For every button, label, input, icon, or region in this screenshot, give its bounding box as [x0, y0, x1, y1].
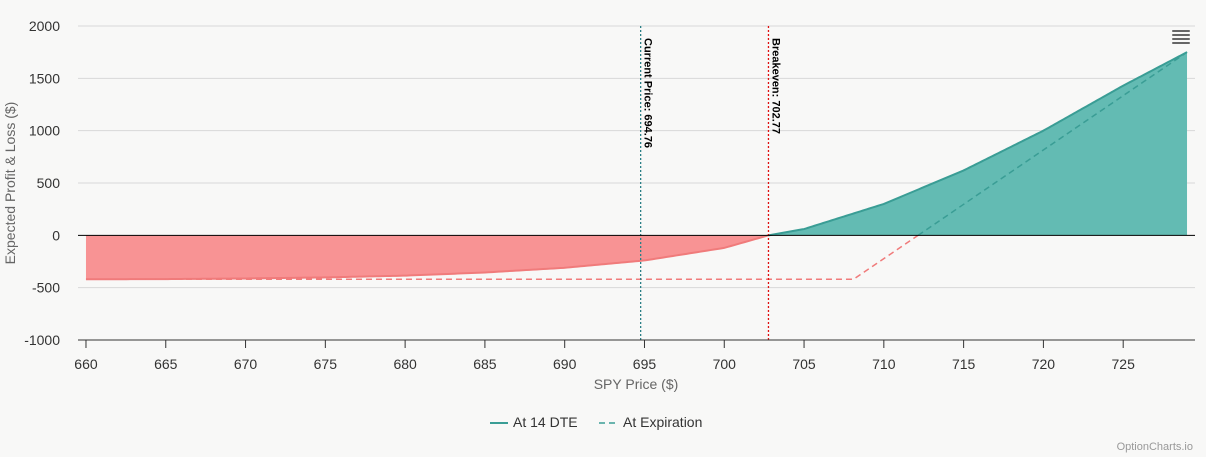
x-tick-label: 660 [74, 356, 98, 372]
x-tick-label: 690 [553, 356, 577, 372]
legend-item-at-expiration[interactable]: At Expiration [599, 414, 702, 430]
y-tick-labels: -1000 -500 0 500 1000 1500 2000 [24, 18, 60, 348]
series-at-expiration-profit-line [917, 51, 1188, 236]
y-tick-label: 2000 [29, 18, 60, 34]
x-tick-label: 695 [633, 356, 657, 372]
series-at-14-dte-profit-line [768, 51, 1188, 237]
legend-item-at-14-dte[interactable]: At 14 DTE [490, 414, 578, 430]
y-tick-label: -1000 [24, 332, 60, 348]
x-tick-label: 665 [154, 356, 178, 372]
breakeven-label: Breakeven: 702.77 [770, 38, 782, 134]
reference-lines: Current Price: 694.76 Breakeven: 702.77 [639, 26, 782, 340]
profit-area [768, 52, 1188, 236]
x-tick-label: 685 [473, 356, 497, 372]
hamburger-menu-icon[interactable] [1170, 29, 1192, 47]
x-tick-label: 710 [872, 356, 896, 372]
y-tick-label: 1000 [29, 123, 60, 139]
x-tick-label: 720 [1032, 356, 1056, 372]
y-tick-label: -500 [32, 280, 60, 296]
pnl-lines [85, 51, 1188, 281]
credit-link[interactable]: OptionCharts.io [1117, 441, 1193, 453]
y-tick-label: 500 [37, 175, 61, 191]
x-tick-label: 675 [314, 356, 338, 372]
legend: At 14 DTE At Expiration [490, 414, 702, 430]
y-axis-title: Expected Profit & Loss ($) [2, 102, 18, 265]
loss-area [85, 235, 769, 280]
y-tick-label: 0 [52, 227, 60, 243]
legend-label: At Expiration [623, 414, 702, 430]
x-tick-label: 715 [952, 356, 976, 372]
legend-label: At 14 DTE [513, 414, 578, 430]
x-tick-label: 680 [393, 356, 417, 372]
x-tick-label: 725 [1112, 356, 1136, 372]
y-tick-label: 1500 [29, 70, 60, 86]
axes [78, 234, 1195, 348]
x-tick-label: 705 [792, 356, 816, 372]
pnl-areas [85, 52, 1188, 280]
x-axis-title: SPY Price ($) [594, 376, 679, 392]
x-tick-label: 670 [234, 356, 258, 372]
current-price-label: Current Price: 694.76 [642, 38, 654, 148]
x-tick-label: 700 [713, 356, 737, 372]
x-tick-labels: 660 665 670 675 680 685 690 695 700 705 710 715 720 7… [74, 356, 1135, 372]
series-at-expiration-loss-line [85, 234, 919, 281]
